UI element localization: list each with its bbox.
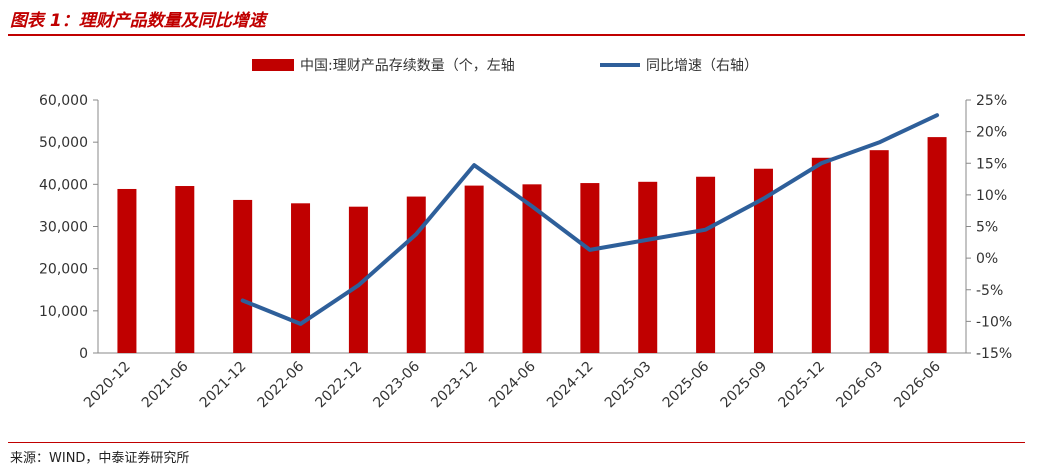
y-left-tick-label: 50,000 xyxy=(39,135,88,151)
y-right-tick-label: 25% xyxy=(976,93,1007,109)
bar xyxy=(927,137,947,353)
bar xyxy=(753,168,773,353)
source-note: 来源：WIND，中泰证券研究所 xyxy=(10,451,190,466)
source-rule xyxy=(8,442,1025,443)
y-left-tick-label: 20,000 xyxy=(39,262,88,278)
y-left-tick-label: 40,000 xyxy=(39,177,88,193)
y-right-tick-label: 0% xyxy=(976,251,998,267)
bar xyxy=(580,183,600,353)
bar xyxy=(696,176,716,353)
y-right-tick-label: -15% xyxy=(976,346,1012,362)
x-tick-label: 2023-06 xyxy=(370,358,423,411)
line-series xyxy=(240,113,940,326)
y-left-tick-label: 0 xyxy=(79,346,88,362)
bar xyxy=(175,186,195,353)
x-axis-ticks: 2020-12 2021-06 2021-12 2022-06 2022-12 2023-… xyxy=(81,358,944,411)
legend-line-label: 同比增速（右轴） xyxy=(646,58,758,74)
y-left-tick-label: 60,000 xyxy=(39,93,88,109)
x-tick-label: 2024-06 xyxy=(486,358,539,411)
bar xyxy=(233,199,253,353)
y-left-tick-label: 10,000 xyxy=(39,304,88,320)
legend-bar-swatch xyxy=(252,59,294,71)
x-tick-label: 2025-09 xyxy=(718,359,771,412)
x-tick-label: 2025-06 xyxy=(660,358,713,411)
x-tick-label: 2021-12 xyxy=(197,359,250,412)
x-tick-label: 2022-12 xyxy=(313,359,366,412)
legend-bar-label: 中国:理财产品存续数量（个，左轴 xyxy=(300,57,515,74)
x-tick-label: 2025-12 xyxy=(775,359,828,412)
y-right-tick-label: 10% xyxy=(976,188,1007,204)
x-tick-label: 2026-06 xyxy=(891,358,944,411)
bar xyxy=(406,196,426,353)
bar xyxy=(811,157,831,353)
y-right-tick-label: 20% xyxy=(976,125,1007,141)
x-tick-label: 2023-12 xyxy=(428,359,481,412)
bar xyxy=(638,181,658,353)
y-right-tick-label: -10% xyxy=(976,314,1012,330)
bar-series xyxy=(117,137,947,353)
x-tick-label: 2021-06 xyxy=(139,358,192,411)
legend: 中国:理财产品存续数量（个，左轴 同比增速（右轴） xyxy=(252,57,758,74)
x-tick-label: 2025-03 xyxy=(602,359,655,412)
bar xyxy=(348,206,368,353)
x-tick-label: 2020-12 xyxy=(81,359,134,412)
figure-title: 图表 1：理财产品数量及同比增速 xyxy=(10,11,266,31)
growth-line xyxy=(240,113,940,326)
y-left-tick-label: 30,000 xyxy=(39,220,88,236)
bar xyxy=(464,185,484,353)
x-tick-label: 2026-03 xyxy=(833,359,886,412)
bar xyxy=(291,203,311,353)
x-tick-label: 2024-12 xyxy=(544,359,597,412)
bar xyxy=(522,184,542,353)
x-tick-label: 2022-06 xyxy=(255,358,308,411)
y-right-tick-label: 5% xyxy=(976,220,998,236)
title-rule xyxy=(8,34,1025,36)
bar xyxy=(117,188,137,353)
bar xyxy=(869,150,889,353)
y-right-tick-label: 15% xyxy=(976,156,1007,172)
y-right-tick-label: -5% xyxy=(976,283,1003,299)
